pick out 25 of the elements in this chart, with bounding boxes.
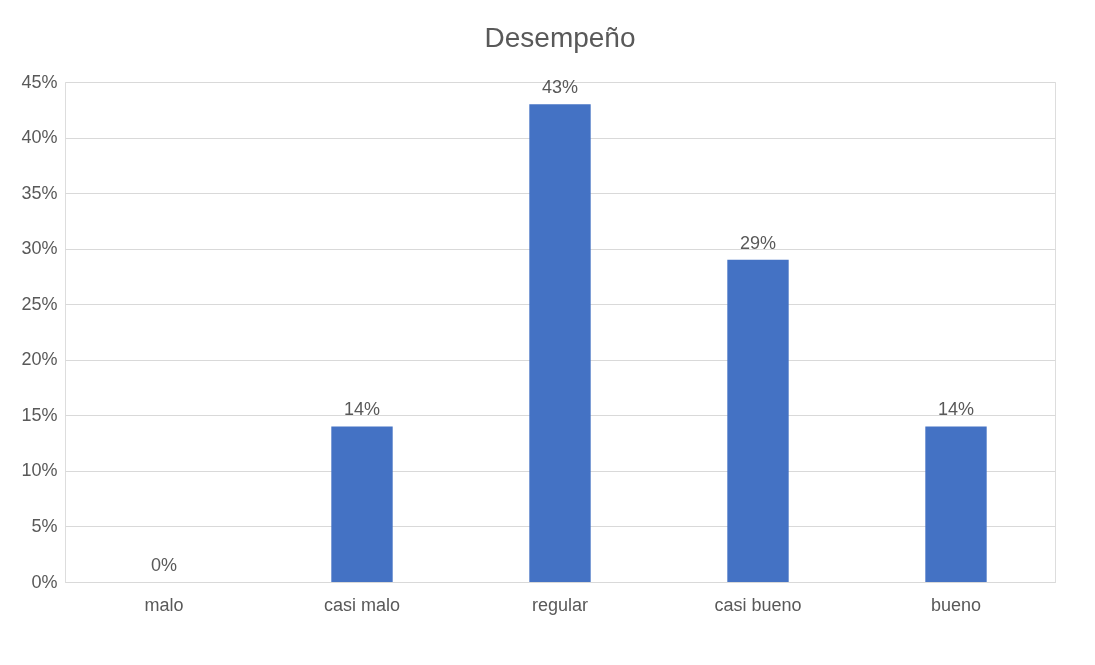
y-tick-label: 20% (21, 349, 58, 370)
x-tick-label: regular (531, 594, 589, 615)
y-tick-label: 40% (21, 127, 58, 148)
bar (331, 426, 393, 582)
y-tick-label: 25% (21, 293, 58, 314)
y-tick-label: 15% (21, 404, 58, 425)
y-tick-label: 30% (21, 238, 58, 259)
bar (925, 426, 987, 582)
x-tick-label: casi malo (323, 594, 401, 615)
y-tick-label: 10% (21, 460, 58, 481)
data-label: 14% (343, 399, 381, 420)
data-label: 43% (541, 77, 579, 98)
bar (529, 104, 591, 582)
y-tick-label: 0% (31, 571, 58, 592)
y-tick-label: 45% (21, 71, 58, 92)
chart-title: Desempeño (484, 22, 636, 53)
data-label: 29% (739, 232, 777, 253)
y-tick-label: 35% (21, 182, 58, 203)
x-tick-label: malo (144, 594, 184, 615)
data-label: 0% (150, 555, 178, 575)
y-tick-label: 5% (31, 515, 58, 536)
x-tick-label: bueno (930, 594, 982, 615)
bar (727, 259, 789, 582)
data-label: 14% (937, 399, 975, 420)
x-tick-label: casi bueno (714, 594, 802, 615)
